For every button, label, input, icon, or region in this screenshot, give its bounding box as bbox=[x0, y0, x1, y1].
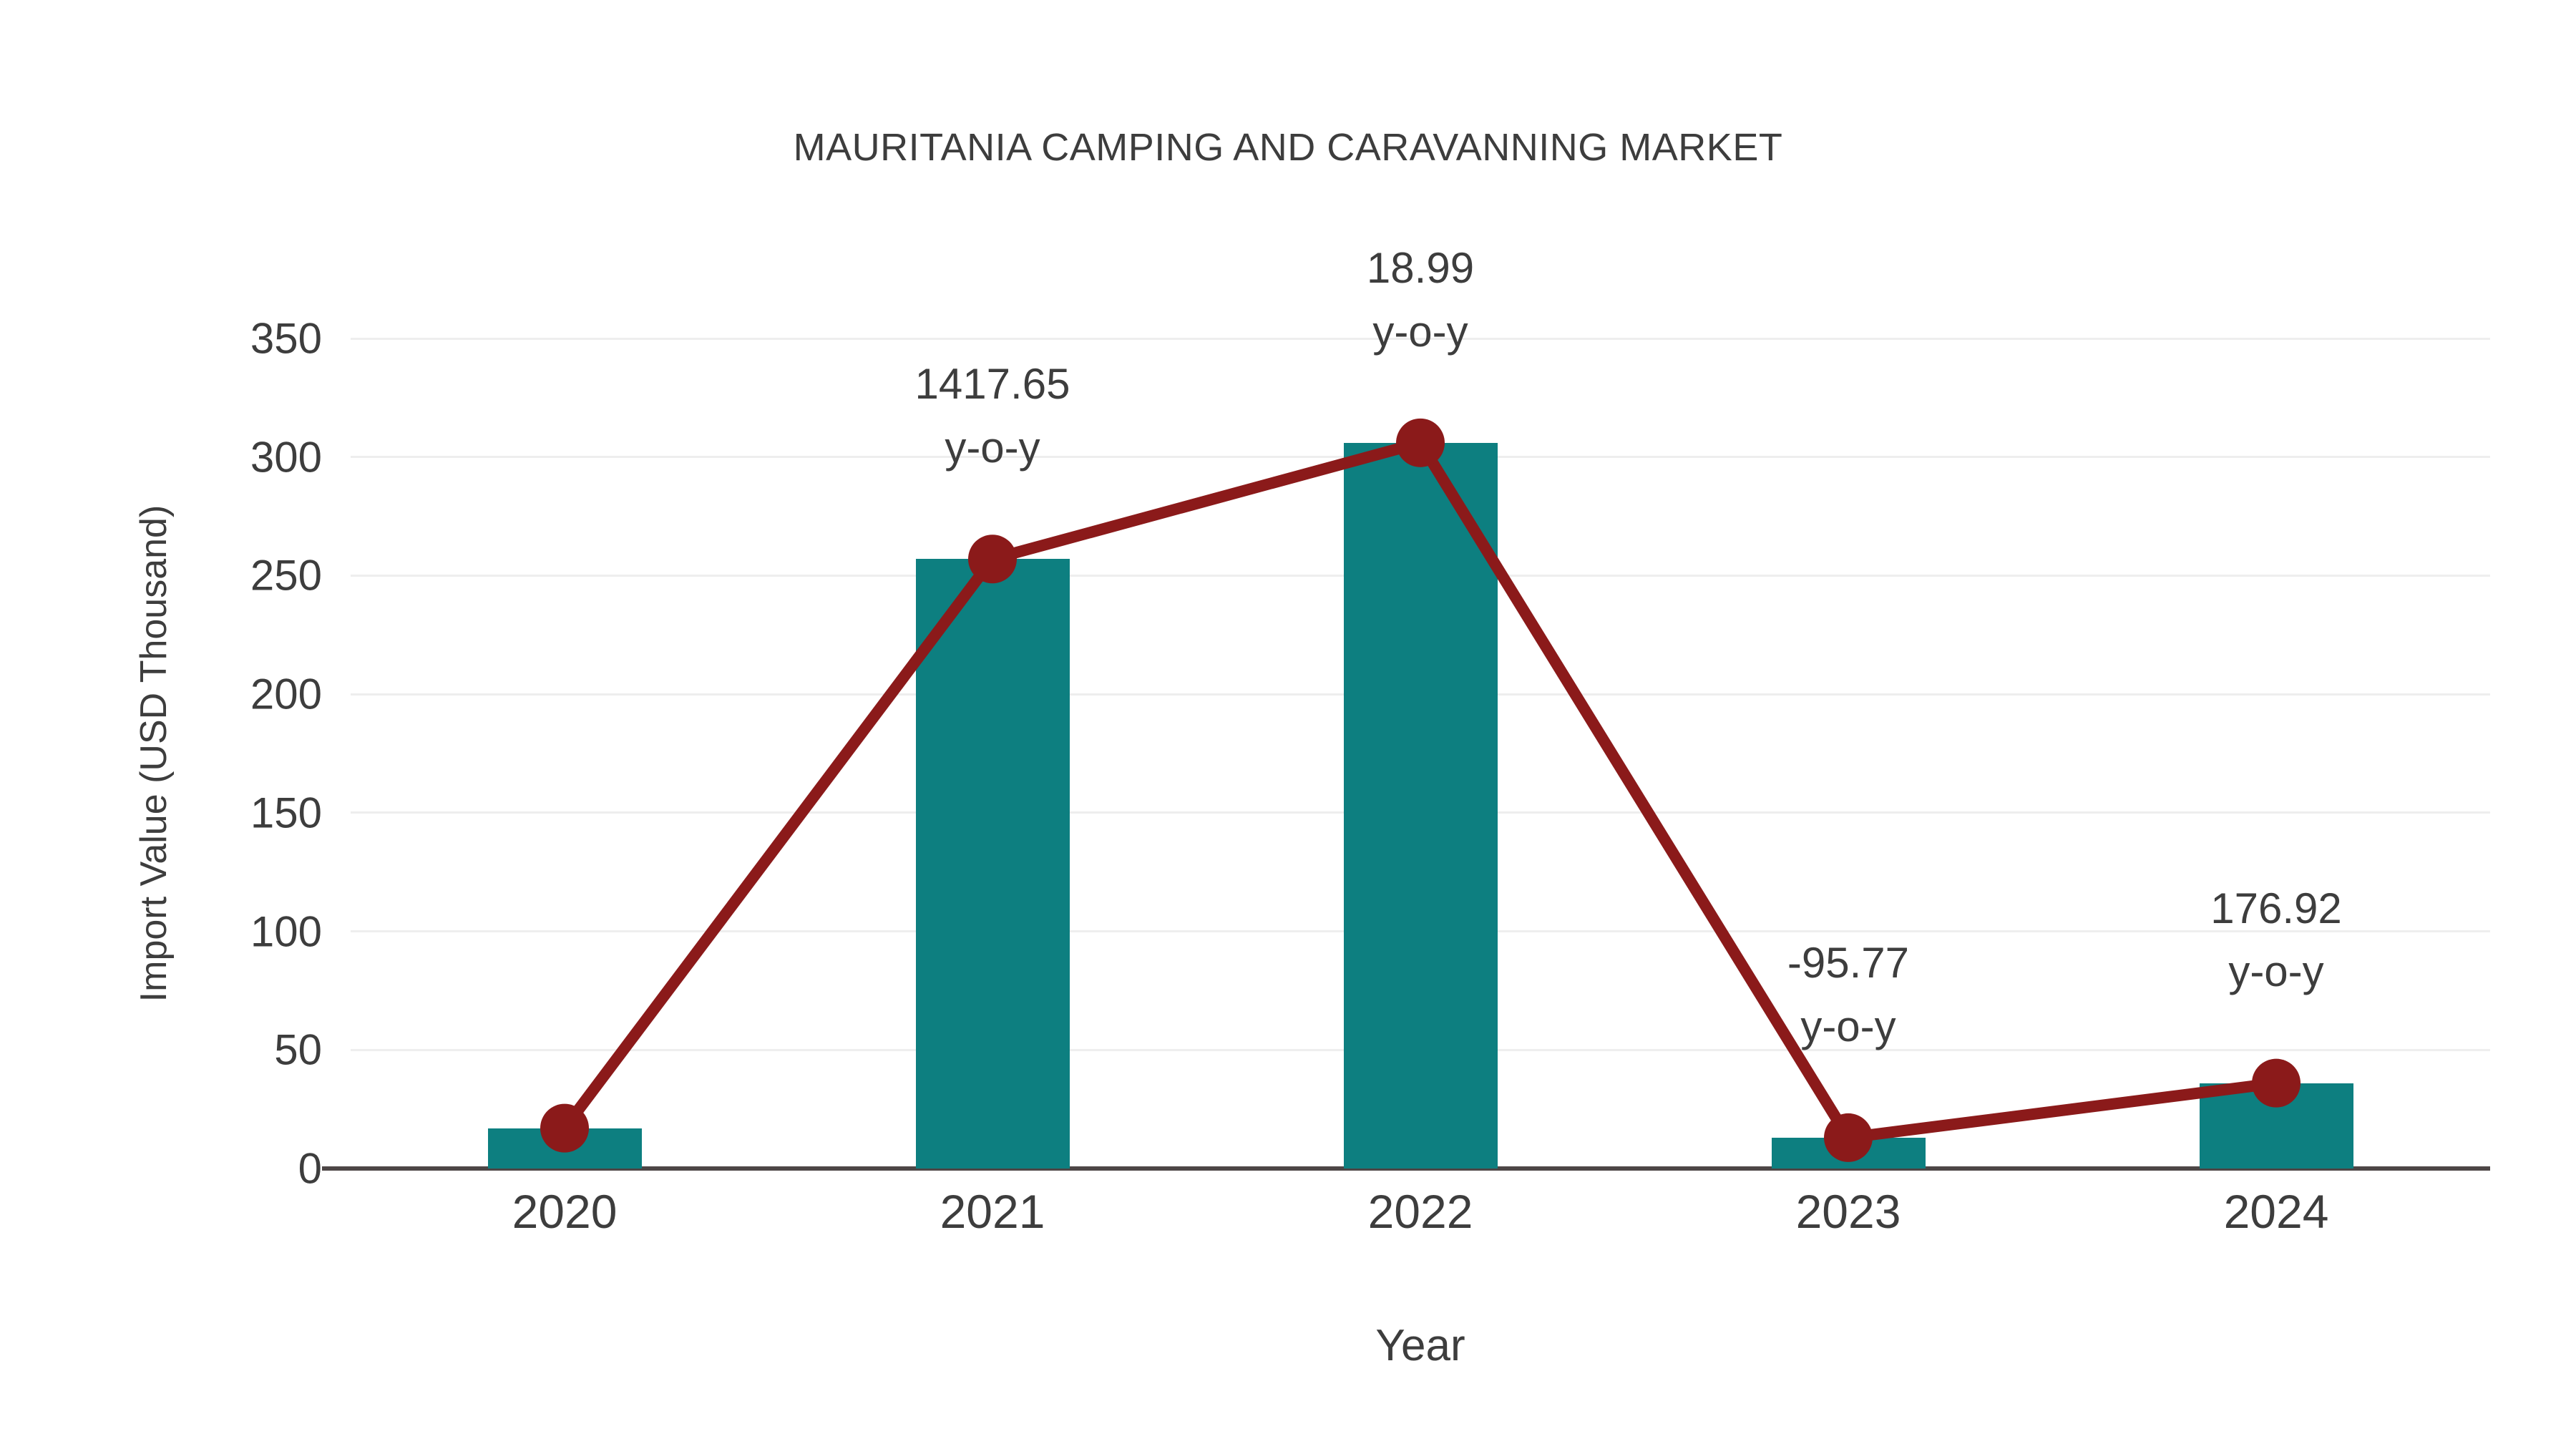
growth-annotation-value: 176.92 bbox=[2210, 884, 2342, 932]
plot-area bbox=[322, 337, 2490, 1171]
x-axis-tick-label: 2024 bbox=[2223, 1185, 2329, 1238]
growth-annotation-2022: 18.99 y-o-y bbox=[1206, 237, 1635, 364]
y-axis-tick-label: 150 bbox=[250, 789, 322, 837]
page-title: MAURITANIA CAMPING AND CARAVANNING MARKE… bbox=[793, 126, 1783, 169]
growth-annotation-value: 18.99 bbox=[1366, 243, 1475, 292]
y-axis-tick-label: 0 bbox=[298, 1144, 322, 1193]
y-axis-tick-label: 200 bbox=[250, 670, 322, 718]
y-axis-tick-label: 100 bbox=[250, 907, 322, 956]
growth-annotation-unit: y-o-y bbox=[945, 424, 1040, 472]
x-axis-tick-label: 2020 bbox=[512, 1185, 618, 1238]
bar-2023 bbox=[1771, 1137, 1926, 1169]
bar-2024 bbox=[2199, 1083, 2353, 1169]
y-axis-tick-label: 350 bbox=[250, 314, 322, 363]
gridline bbox=[351, 337, 2490, 340]
x-axis-tick-label: 2022 bbox=[1367, 1185, 1473, 1238]
y-axis-tick-label: 250 bbox=[250, 551, 322, 600]
growth-annotation-value: 1417.65 bbox=[914, 360, 1070, 409]
growth-annotation-2024: 176.92 y-o-y bbox=[2062, 877, 2491, 1005]
y-axis-tick-label: 300 bbox=[250, 433, 322, 482]
x-axis-line bbox=[322, 1166, 2490, 1171]
y-axis-tick-label: 50 bbox=[274, 1025, 322, 1074]
growth-annotation-unit: y-o-y bbox=[1372, 307, 1468, 356]
growth-annotation-2023: -95.77 y-o-y bbox=[1634, 932, 2063, 1059]
bar-2021 bbox=[915, 559, 1070, 1169]
x-axis-title: Year bbox=[1375, 1321, 1465, 1370]
growth-annotation-unit: y-o-y bbox=[1800, 1002, 1896, 1050]
x-axis-tick-label: 2023 bbox=[1795, 1185, 1901, 1238]
growth-annotation-value: -95.77 bbox=[1787, 938, 1910, 987]
bar-2022 bbox=[1343, 442, 1498, 1169]
growth-annotation-2021: 1417.65 y-o-y bbox=[778, 353, 1207, 480]
bar-2020 bbox=[487, 1128, 642, 1169]
x-axis-tick-label: 2021 bbox=[940, 1185, 1045, 1238]
growth-annotation-unit: y-o-y bbox=[2228, 947, 2324, 996]
